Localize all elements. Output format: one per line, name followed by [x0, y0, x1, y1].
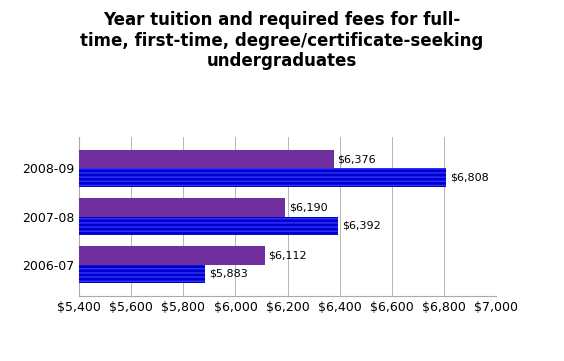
Text: $6,392: $6,392 — [342, 221, 380, 231]
Text: $6,190: $6,190 — [289, 203, 328, 213]
Text: $6,376: $6,376 — [337, 154, 376, 164]
Text: $6,808: $6,808 — [450, 173, 489, 183]
Bar — [0, 265, 205, 283]
Bar — [0, 217, 338, 235]
Text: Year tuition and required fees for full-
time, first-time, degree/certificate-se: Year tuition and required fees for full-… — [81, 11, 483, 70]
Text: $5,883: $5,883 — [209, 269, 248, 279]
Text: $6,112: $6,112 — [268, 251, 307, 261]
Bar — [0, 150, 333, 169]
Bar — [0, 198, 285, 217]
Bar — [0, 169, 446, 187]
Bar — [0, 247, 265, 265]
